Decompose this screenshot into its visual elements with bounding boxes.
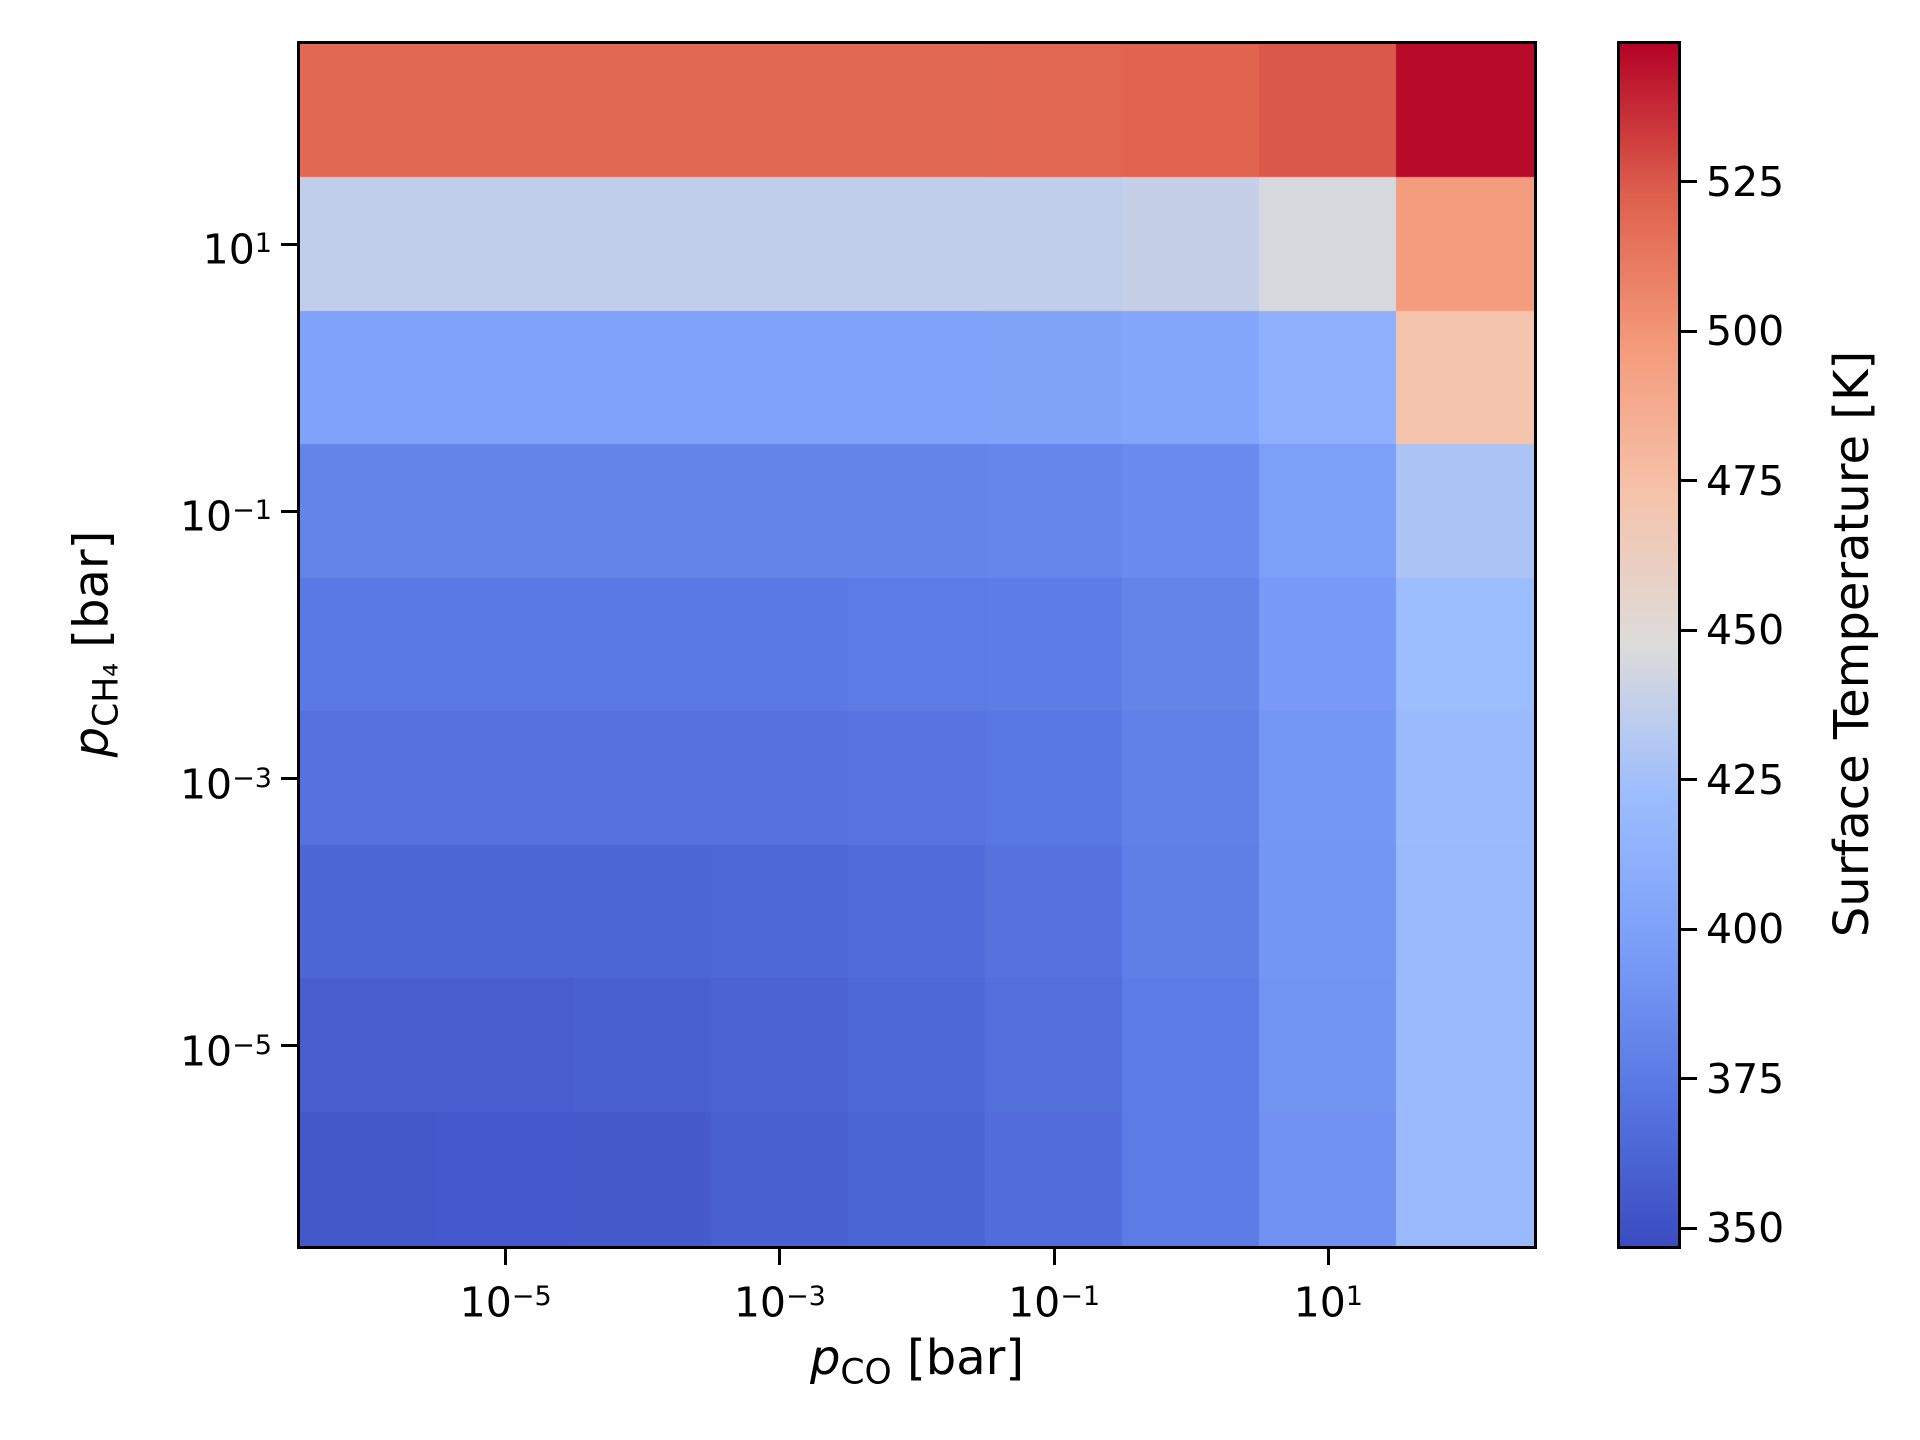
colorbar-tick-label: 375 [1706,1054,1785,1103]
colorbar-tick-mark [1681,329,1697,333]
y-tick-mark [281,242,297,246]
tick-exponent: 1 [1345,1281,1364,1312]
colorbar [1617,41,1681,1249]
tick-exponent: −3 [786,1281,826,1312]
heatmap-canvas [300,44,1534,1246]
tick-exponent: −1 [232,495,272,527]
x-tick-mark [1052,1249,1056,1265]
pressure-symbol: p [809,1330,841,1386]
plot-area [297,41,1537,1249]
colorbar-tick-label: 500 [1706,307,1785,356]
colorbar-tick-mark [1681,180,1697,184]
y-tick-label: 10−1 [179,492,272,541]
x-tick-label: 101 [1293,1278,1364,1327]
tick-exponent: −1 [1060,1281,1101,1312]
species-subscript: CO [840,1352,892,1393]
colorbar-tick-label: 525 [1706,157,1785,206]
colorbar-tick-label: 400 [1706,905,1785,954]
tick-exponent: −5 [232,1029,272,1061]
x-axis-label: pCO [bar] [809,1330,1025,1393]
species-subscript: CH₄ [86,662,127,727]
colorbar-tick-mark [1681,479,1697,483]
y-tick-label: 10−5 [179,1027,272,1076]
colorbar-tick-label: 475 [1706,456,1785,505]
y-tick-mark [281,509,297,513]
colorbar-tick-mark [1681,927,1697,931]
tick-exponent: −5 [511,1281,552,1312]
x-tick-mark [778,1249,782,1265]
colorbar-tick-mark [1681,628,1697,632]
x-tick-mark [504,1249,508,1265]
colorbar-label: Surface Temperature [K] [1824,350,1880,938]
x-tick-mark [1326,1249,1330,1265]
y-tick-label: 101 [202,225,272,274]
colorbar-tick-label: 350 [1706,1204,1785,1253]
tick-exponent: −3 [232,762,272,794]
pressure-symbol: p [63,726,120,758]
colorbar-tick-label: 450 [1706,606,1785,655]
colorbar-tick-mark [1681,1226,1697,1230]
x-tick-label: 10−3 [733,1278,826,1327]
y-tick-mark [281,777,297,781]
colorbar-tick-mark [1681,1077,1697,1081]
y-tick-label: 10−3 [179,759,272,808]
colorbar-tick-label: 425 [1706,755,1785,804]
tick-exponent: 1 [254,228,272,260]
x-tick-label: 10−1 [1008,1278,1101,1327]
y-tick-mark [281,1044,297,1048]
x-tick-label: 10−5 [459,1278,552,1327]
colorbar-tick-mark [1681,778,1697,782]
y-axis-label: pCH₄ [bar] [63,530,127,758]
colorbar-canvas [1620,44,1678,1246]
